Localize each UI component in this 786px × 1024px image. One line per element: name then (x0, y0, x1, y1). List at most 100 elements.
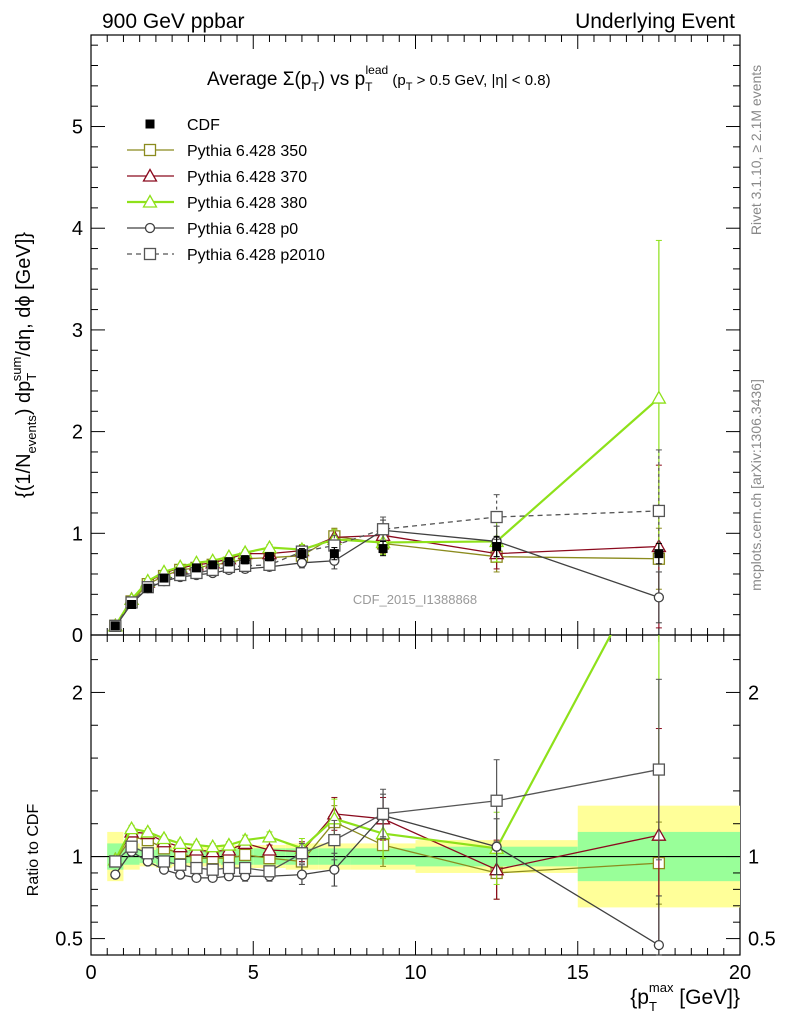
data-point-p2010 (141, 847, 154, 860)
legend-item-p2010: Pythia 6.428 p2010 (127, 247, 325, 264)
data-point-cdf (264, 552, 274, 562)
data-point-p2010 (190, 861, 203, 875)
data-point-p2010 (295, 847, 309, 860)
data-point-p0 (296, 869, 308, 880)
data-point-p2010 (328, 833, 341, 847)
series-cdf (110, 535, 664, 631)
data-point-p2010 (490, 510, 503, 524)
y-tick-label: 1 (72, 523, 83, 545)
legend: CDF Pythia 6.428 350 Pythia 6.428 370 Pythi… (127, 117, 325, 264)
ratio-bands (91, 805, 740, 908)
data-point-p2010 (238, 861, 252, 875)
x-tick-label: 15 (567, 962, 589, 984)
y-axis-label-main: {(1/Nevents) dpTsum/dη, dϕ [GeV]} (9, 232, 39, 498)
data-point-p0 (653, 592, 665, 603)
data-point-cdf (191, 563, 201, 573)
data-point-cdf (175, 567, 185, 577)
data-point-p380 (221, 837, 237, 851)
data-point-p0 (191, 872, 202, 884)
data-point-p380 (237, 832, 253, 846)
main-axis-ticks: 0 1 2 3 4 5 (72, 35, 741, 647)
legend-item-p380: Pythia 6.428 380 (127, 194, 307, 212)
data-point-p380 (156, 830, 172, 845)
legend-label: Pythia 6.428 p2010 (187, 247, 325, 264)
ratio-series (107, 635, 667, 956)
data-point-p0 (653, 940, 665, 951)
data-point-p2010 (376, 523, 390, 536)
rivet-version-label: Rivet 3.1.10, ≥ 2.1M events (748, 65, 764, 235)
main-series (107, 239, 667, 633)
header-right: Underlying Event (575, 10, 735, 33)
y-tick-label: 4 (72, 218, 83, 240)
data-point-cdf (110, 621, 120, 631)
data-point-p2010 (109, 855, 122, 868)
data-point-cdf (224, 557, 234, 567)
y-tick-label-right: 2 (748, 682, 759, 704)
data-point-cdf (492, 542, 502, 552)
data-point-p380 (172, 835, 188, 850)
data-point-p0 (175, 869, 186, 880)
data-point-cdf (654, 549, 664, 559)
ratio-axis-ticks: 0 5 10 15 20 0.5 0.5 1 1 2 2 (55, 635, 776, 984)
legend-item-cdf: CDF (145, 117, 220, 134)
data-point-cdf (329, 549, 339, 559)
data-point-p350 (238, 848, 252, 862)
data-point-cdf (127, 599, 137, 609)
y-tick-label-right: 0.5 (748, 929, 776, 951)
x-tick-label: 0 (85, 962, 96, 984)
data-point-p380 (188, 837, 205, 851)
legend-marker (143, 247, 157, 261)
legend-marker (142, 168, 158, 182)
y-tick-label: 0 (72, 625, 83, 647)
series-p2010 (109, 678, 666, 878)
legend-label: Pythia 6.428 370 (187, 169, 307, 186)
header-left: 900 GeV ppbar (102, 10, 244, 33)
legend-marker (145, 119, 155, 129)
data-point-cdf (378, 544, 388, 554)
y-tick-label: 5 (72, 117, 83, 139)
x-tick-label: 5 (248, 962, 259, 984)
data-point-p370 (261, 842, 278, 856)
data-point-p0 (491, 841, 502, 852)
legend-label: CDF (187, 117, 220, 134)
legend-marker (143, 143, 157, 157)
data-point-p2010 (652, 763, 666, 776)
legend-marker (142, 194, 158, 208)
analysis-watermark: CDF_2015_I1388868 (353, 592, 477, 607)
data-point-p2010 (652, 504, 666, 518)
x-axis-label: {pTmax [GeV]} (630, 980, 740, 1014)
data-point-p2010 (263, 865, 276, 878)
legend-label: Pythia 6.428 p0 (187, 221, 298, 238)
legend-label: Pythia 6.428 350 (187, 143, 307, 160)
data-point-p0 (110, 869, 121, 880)
data-point-p2010 (125, 840, 138, 853)
y-tick-label: 0.5 (55, 929, 83, 951)
data-point-p2010 (174, 858, 187, 871)
data-point-cdf (297, 549, 307, 559)
legend-item-p370: Pythia 6.428 370 (127, 168, 307, 186)
y-axis-label-ratio: Ratio to CDF (25, 804, 42, 897)
legend-item-p0: Pythia 6.428 p0 (127, 221, 298, 238)
data-point-p2010 (157, 855, 171, 868)
data-point-p2010 (206, 863, 219, 876)
data-point-p380 (205, 838, 221, 853)
data-point-p2010 (222, 861, 236, 875)
data-point-cdf (143, 583, 153, 593)
data-point-p380 (651, 390, 667, 404)
data-point-cdf (208, 560, 218, 570)
mcplots-label: mcplots.cern.ch [arXiv:1306.3436] (748, 379, 764, 591)
x-tick-label: 20 (729, 962, 751, 984)
data-point-p380 (261, 829, 278, 843)
data-point-p2010 (490, 794, 503, 807)
data-point-cdf (159, 573, 169, 583)
y-tick-label: 2 (72, 422, 83, 444)
data-point-p380 (123, 820, 140, 835)
legend-marker (144, 222, 156, 234)
x-tick-label: 10 (404, 962, 426, 984)
y-tick-label-right: 1 (748, 847, 759, 869)
legend-item-p350: Pythia 6.428 350 (127, 143, 307, 160)
y-tick-label: 1 (72, 847, 83, 869)
y-tick-label: 2 (72, 682, 83, 704)
data-point-p0 (329, 864, 340, 875)
